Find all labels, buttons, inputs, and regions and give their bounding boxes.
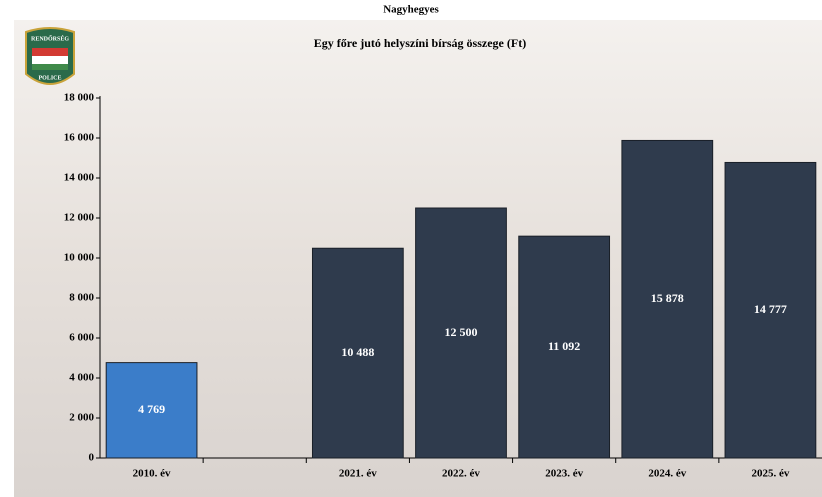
x-tick-label: 2025. év <box>751 468 789 480</box>
value-label: 12 500 <box>445 325 478 339</box>
y-tick-label: 6 000 <box>69 332 94 344</box>
bar <box>415 207 507 459</box>
x-tick-label: 2022. év <box>442 468 480 480</box>
value-label: 10 488 <box>341 345 374 359</box>
logo: RENDŐRSÉG POLICE <box>25 27 75 85</box>
x-tick-label: 2023. év <box>545 468 583 480</box>
bar <box>311 247 404 459</box>
value-label: 4 769 <box>138 402 165 416</box>
y-tick-label: 10 000 <box>64 252 95 264</box>
page-title: Nagyhegyes <box>383 4 439 16</box>
bar <box>518 235 611 459</box>
x-tick-label: 2024. év <box>648 468 686 480</box>
y-tick-label: 0 <box>89 452 95 464</box>
value-label: 14 777 <box>754 302 787 316</box>
chart-title: Egy főre jutó helyszíni bírság összege (… <box>314 36 526 50</box>
x-tick-label: 2021. év <box>339 468 377 480</box>
logo-stripe <box>32 48 68 56</box>
y-tick-label: 12 000 <box>64 212 95 224</box>
y-tick-label: 14 000 <box>64 172 95 184</box>
value-label: 11 092 <box>548 339 580 353</box>
y-tick-label: 18 000 <box>64 92 95 104</box>
x-tick-label: 2010. év <box>133 468 171 480</box>
bar <box>724 161 817 459</box>
y-tick-label: 8 000 <box>69 292 94 304</box>
logo-stripe <box>32 64 68 70</box>
bar <box>621 139 714 459</box>
value-label: 15 878 <box>651 291 684 305</box>
y-tick-label: 16 000 <box>64 132 95 144</box>
y-tick-label: 4 000 <box>69 372 94 384</box>
y-tick-label: 2 000 <box>69 412 94 424</box>
logo-stripe <box>32 56 68 64</box>
logo-text: POLICE <box>38 75 61 81</box>
logo-text: RENDŐRSÉG <box>31 34 69 42</box>
bar <box>105 362 198 459</box>
